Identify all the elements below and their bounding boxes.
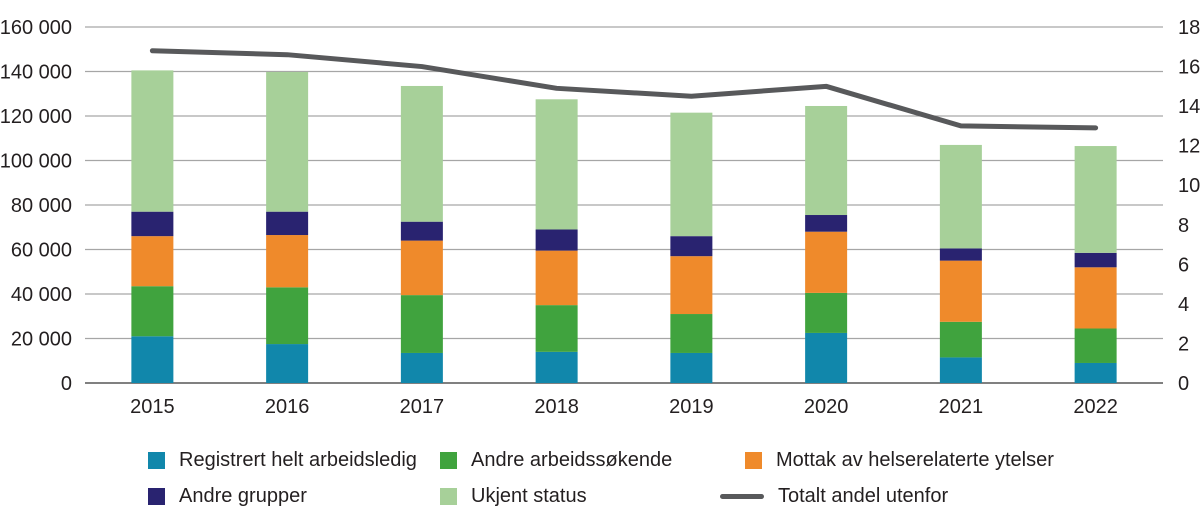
bar-segment-registrert-helt-arbeidsledig-2022	[1074, 362, 1117, 383]
bar-segment-mottak-av-helserelaterte-ytelser-2022	[1074, 267, 1117, 329]
x-axis-label-2022: 2022	[1073, 396, 1118, 418]
bar-segment-mottak-av-helserelaterte-ytelser-2015	[131, 236, 174, 287]
legend-item-andre-arbeidss-kende: Andre arbeidssøkende	[440, 449, 745, 472]
legend-swatch-ukjent-status	[440, 488, 457, 505]
bar-segment-ukjent-status-2020	[805, 105, 848, 216]
stacked-bar-line-chart: 0 20 000 40 000 60 000 80 000 100 000 120 000 1…	[0, 17, 1200, 418]
bar-segment-andre-arbeidss-kende-2016	[266, 287, 309, 345]
bar-segment-mottak-av-helserelaterte-ytelser-2017	[400, 240, 443, 296]
right-axis-tick-label: 2	[1178, 333, 1189, 355]
x-axis-label-2020: 2020	[804, 396, 849, 418]
right-axis-tick-label: 4	[1178, 294, 1189, 316]
legend-item-registrert-helt-arbeidsledig: Registrert helt arbeidsledig	[148, 449, 440, 472]
bar-segment-andre-arbeidss-kende-2022	[1074, 328, 1117, 363]
bar-segment-registrert-helt-arbeidsledig-2018	[535, 351, 578, 383]
legend-item-mottak-av-helserelaterte-ytelser: Mottak av helserelaterte ytelser	[745, 449, 1054, 472]
bar-segment-mottak-av-helserelaterte-ytelser-2020	[805, 231, 848, 293]
left-axis-tick-label: 60 000	[11, 240, 72, 262]
legend-item-ukjent-status: Ukjent status	[440, 485, 745, 508]
bar-segment-andre-grupper-2020	[805, 215, 848, 232]
legend-item-andre-grupper: Andre grupper	[148, 485, 440, 508]
bar-segment-registrert-helt-arbeidsledig-2021	[939, 357, 982, 383]
legend-swatch-totalt-andel-utenfor-line	[720, 494, 764, 499]
bar-segment-andre-grupper-2016	[266, 211, 309, 236]
bar-segment-ukjent-status-2017	[400, 85, 443, 222]
left-axis-tick-label: 40 000	[11, 284, 72, 306]
bar-segment-mottak-av-helserelaterte-ytelser-2019	[670, 256, 713, 315]
bar-segment-andre-arbeidss-kende-2017	[400, 295, 443, 353]
trend-line-totalt-andel-utenfor	[149, 48, 1099, 131]
bar-segment-mottak-av-helserelaterte-ytelser-2016	[266, 235, 309, 288]
bar-segment-ukjent-status-2021	[939, 144, 982, 249]
bar-segment-ukjent-status-2018	[535, 99, 578, 230]
bar-segment-registrert-helt-arbeidsledig-2020	[805, 332, 848, 383]
legend-swatch-andre-grupper	[148, 488, 165, 505]
legend-label: Andre grupper	[179, 485, 307, 507]
right-axis-tick-label: 8	[1178, 215, 1189, 237]
bar-segment-ukjent-status-2022	[1074, 146, 1117, 253]
bar-segment-andre-arbeidss-kende-2020	[805, 292, 848, 333]
right-axis-tick-label: 18	[1178, 17, 1200, 39]
right-axis-tick-label: 16	[1178, 57, 1200, 79]
bar-segment-andre-grupper-2017	[400, 221, 443, 241]
x-axis-label-2015: 2015	[130, 396, 175, 418]
x-axis-label-2018: 2018	[534, 396, 579, 418]
left-axis-tick-label: 80 000	[11, 195, 72, 217]
legend-label: Totalt andel utenfor	[778, 485, 949, 507]
left-axis-tick-label: 0	[61, 373, 72, 395]
bar-segment-andre-grupper-2022	[1074, 252, 1117, 268]
x-axis-label-2021: 2021	[939, 396, 984, 418]
bar-segment-registrert-helt-arbeidsledig-2015	[131, 336, 174, 383]
bar-segment-mottak-av-helserelaterte-ytelser-2018	[535, 250, 578, 306]
bar-segment-ukjent-status-2015	[131, 70, 174, 212]
left-axis-tick-label: 120 000	[0, 106, 72, 128]
right-axis-tick-label: 6	[1178, 254, 1189, 276]
x-axis-label-2016: 2016	[265, 396, 310, 418]
legend-label: Andre arbeidssøkende	[471, 449, 673, 471]
right-axis-tick-label: 10	[1178, 175, 1200, 197]
left-axis-tick-label: 140 000	[0, 62, 72, 84]
bar-segment-andre-arbeidss-kende-2021	[939, 321, 982, 358]
bar-segment-andre-arbeidss-kende-2015	[131, 286, 174, 337]
x-axis-label-2019: 2019	[669, 396, 714, 418]
left-axis-tick-label: 100 000	[0, 151, 72, 173]
legend-label: Registrert helt arbeidsledig	[179, 449, 417, 471]
right-axis-tick-label: 12	[1178, 136, 1200, 158]
bar-segment-registrert-helt-arbeidsledig-2019	[670, 352, 713, 383]
x-axis-label-2017: 2017	[400, 396, 445, 418]
legend-swatch-registrert-helt-arbeidsledig	[148, 452, 165, 469]
bar-segment-registrert-helt-arbeidsledig-2017	[400, 352, 443, 383]
legend-swatch-mottak-av-helserelaterte-ytelser	[745, 452, 762, 469]
bar-segment-ukjent-status-2019	[670, 112, 713, 237]
bar-segment-andre-arbeidss-kende-2019	[670, 314, 713, 353]
right-axis-tick-label: 14	[1178, 96, 1200, 118]
bar-segment-ukjent-status-2016	[266, 71, 309, 212]
bar-segment-andre-grupper-2018	[535, 229, 578, 251]
right-axis-tick-label: 0	[1178, 373, 1189, 395]
bar-segment-mottak-av-helserelaterte-ytelser-2021	[939, 260, 982, 322]
legend-swatch-andre-arbeidss-kende	[440, 452, 457, 469]
bar-segment-registrert-helt-arbeidsledig-2016	[266, 344, 309, 383]
chart-legend: Registrert helt arbeidsledig Andre arbeid…	[148, 449, 1054, 508]
legend-label: Mottak av helserelaterte ytelser	[776, 449, 1054, 471]
bar-segment-andre-grupper-2019	[670, 236, 713, 257]
legend-item-totalt-andel-utenfor: Totalt andel utenfor	[720, 485, 1054, 508]
bar-segment-andre-grupper-2021	[939, 248, 982, 261]
legend-label: Ukjent status	[471, 485, 587, 507]
bar-segment-andre-grupper-2015	[131, 211, 174, 237]
left-axis-tick-label: 160 000	[0, 17, 72, 39]
bar-segment-andre-arbeidss-kende-2018	[535, 305, 578, 352]
left-axis-tick-label: 20 000	[11, 329, 72, 351]
